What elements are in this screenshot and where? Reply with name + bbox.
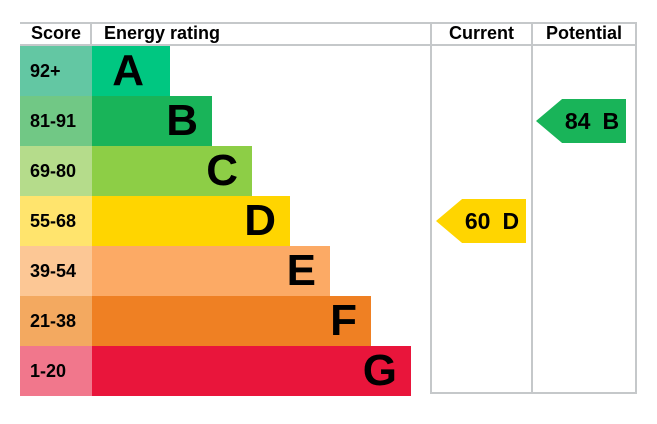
rating-bar-f: F (92, 296, 371, 346)
score-range-a: 92+ (20, 46, 92, 96)
rating-bar-e: E (92, 246, 330, 296)
rating-letter-f: F (330, 296, 357, 345)
potential-column-left-border (531, 22, 533, 394)
potential-rating-value: 84 (564, 107, 591, 134)
current-rating-arrow: 60 D (436, 199, 526, 243)
current-rating-letter: D (502, 207, 520, 234)
potential-rating-letter: B (602, 107, 620, 134)
rating-letter-e: E (286, 246, 316, 295)
header-underline (20, 44, 637, 46)
potential-rating-arrow: 84 B (536, 99, 626, 143)
rating-letter-a: A (112, 46, 144, 95)
rating-bar-a: A (92, 46, 170, 96)
table-top-border (20, 22, 637, 24)
rating-bar-c: C (92, 146, 252, 196)
rating-bar-d: D (92, 196, 290, 246)
score-range-g: 1-20 (20, 346, 92, 396)
score-column-divider (90, 22, 92, 44)
header-energy-rating: Energy rating (104, 23, 221, 43)
rating-letter-g: G (362, 346, 397, 395)
score-range-d: 55-68 (20, 196, 92, 246)
header-current: Current (448, 23, 514, 43)
score-range-e: 39-54 (20, 246, 92, 296)
rating-bar-g: G (92, 346, 411, 396)
columns-bottom-border (430, 392, 637, 394)
rating-letter-b: B (166, 96, 198, 145)
current-rating-value: 60 (464, 207, 491, 234)
score-range-c: 69-80 (20, 146, 92, 196)
current-column-left-border (430, 22, 432, 394)
header-score: Score (30, 23, 82, 43)
score-range-f: 21-38 (20, 296, 92, 346)
score-range-b: 81-91 (20, 96, 92, 146)
rating-letter-c: C (206, 146, 238, 195)
table-right-border (635, 22, 637, 394)
rating-bar-b: B (92, 96, 212, 146)
rating-letter-d: D (244, 196, 276, 245)
header-potential: Potential (545, 23, 622, 43)
